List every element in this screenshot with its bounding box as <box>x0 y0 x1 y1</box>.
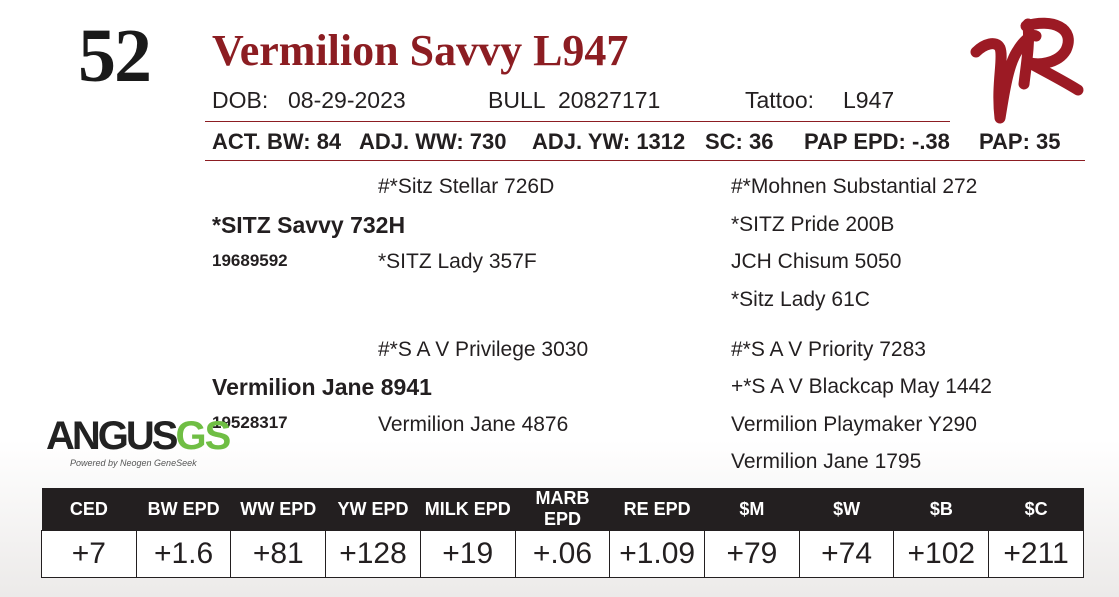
epd-value-ced: +7 <box>41 530 137 578</box>
divider-rule <box>205 160 1085 161</box>
sire-registration: 19689592 <box>212 251 288 270</box>
scrotal-circumference: SC: 36 <box>705 129 774 154</box>
pap-value: PAP: 35 <box>979 129 1061 154</box>
epd-value-m: +79 <box>704 530 800 578</box>
epd-value-marb: +.06 <box>514 530 611 578</box>
epd-value-yw: +128 <box>325 530 421 578</box>
epd-value-milk: +19 <box>419 530 516 578</box>
epd-table: CED BW EPD WW EPD YW EPD MILK EPD MARB E… <box>41 488 1084 578</box>
epd-header-b: $B <box>893 488 989 531</box>
epd-header-row: CED BW EPD WW EPD YW EPD MILK EPD MARB E… <box>41 488 1084 531</box>
dam-sire-dam: +*S A V Blackcap May 1442 <box>731 375 992 398</box>
epd-value-re: +1.09 <box>609 530 706 578</box>
sire-dam-sire: JCH Chisum 5050 <box>731 250 902 273</box>
adjusted-weaning-weight: ADJ. WW: 730 <box>359 129 507 154</box>
sire-name: *SITZ Savvy 732H <box>212 212 406 238</box>
epd-value-c: +211 <box>988 530 1084 578</box>
registration-number: 20827171 <box>558 87 661 113</box>
epd-header-c: $C <box>988 488 1084 531</box>
tattoo-value: L947 <box>843 87 895 113</box>
animal-name: Vermilion Savvy L947 <box>212 26 629 75</box>
epd-header-w: $W <box>799 488 894 531</box>
epd-value-b: +102 <box>893 530 990 578</box>
epd-header-ww: WW EPD <box>230 488 326 531</box>
tattoo-label: Tattoo: <box>745 87 815 113</box>
epd-value-bw: +1.6 <box>135 530 232 578</box>
dob-value: 08-29-2023 <box>288 87 406 113</box>
divider-rule <box>205 121 950 122</box>
angus-gs-logo: ANGUSGS Powered by Neogen GeneSeek <box>46 414 231 476</box>
sire-dam-dam: *Sitz Lady 61C <box>731 288 870 311</box>
sex-label: BULL <box>488 87 546 113</box>
dam-sire-sire: #*S A V Priority 7283 <box>731 338 926 361</box>
epd-value-ww: +81 <box>230 530 327 578</box>
epd-header-ced: CED <box>41 488 137 531</box>
lot-number: 52 <box>78 14 152 98</box>
angus-logo-tagline: Powered by Neogen GeneSeek <box>70 458 197 468</box>
epd-header-bw: BW EPD <box>136 488 231 531</box>
sire-sire-dam: *SITZ Pride 200B <box>731 213 895 236</box>
adjusted-yearling-weight: ADJ. YW: 1312 <box>532 129 686 154</box>
epd-header-marb: MARB EPD <box>515 488 610 531</box>
angus-logo-gs: GS <box>175 414 231 458</box>
epd-header-yw: YW EPD <box>325 488 421 531</box>
sire-sire: #*Sitz Stellar 726D <box>378 175 555 198</box>
vermilion-brand-logo <box>970 17 1084 124</box>
epd-value-row: +7 +1.6 +81 +128 +19 +.06 +1.09 +79 +74 … <box>41 530 1084 578</box>
epd-value-w: +74 <box>798 530 895 578</box>
dam-dam-dam: Vermilion Jane 1795 <box>731 450 922 473</box>
dam-dam-sire: Vermilion Playmaker Y290 <box>731 413 977 436</box>
actual-birth-weight: ACT. BW: 84 <box>212 129 342 154</box>
pap-epd: PAP EPD: -.38 <box>804 129 950 154</box>
dob-label: DOB: <box>212 87 269 113</box>
epd-header-re: RE EPD <box>609 488 705 531</box>
sire-sire-sire: #*Mohnen Substantial 272 <box>731 175 978 198</box>
epd-header-m: $M <box>704 488 800 531</box>
dam-name: Vermilion Jane 8941 <box>212 374 432 400</box>
dam-registration: 19528317 <box>212 413 288 432</box>
epd-header-milk: MILK EPD <box>420 488 516 531</box>
dam-sire: #*S A V Privilege 3030 <box>378 338 589 361</box>
angus-logo-word: ANGUS <box>46 414 178 458</box>
sire-dam: *SITZ Lady 357F <box>378 250 537 273</box>
dam-dam: Vermilion Jane 4876 <box>378 413 569 436</box>
